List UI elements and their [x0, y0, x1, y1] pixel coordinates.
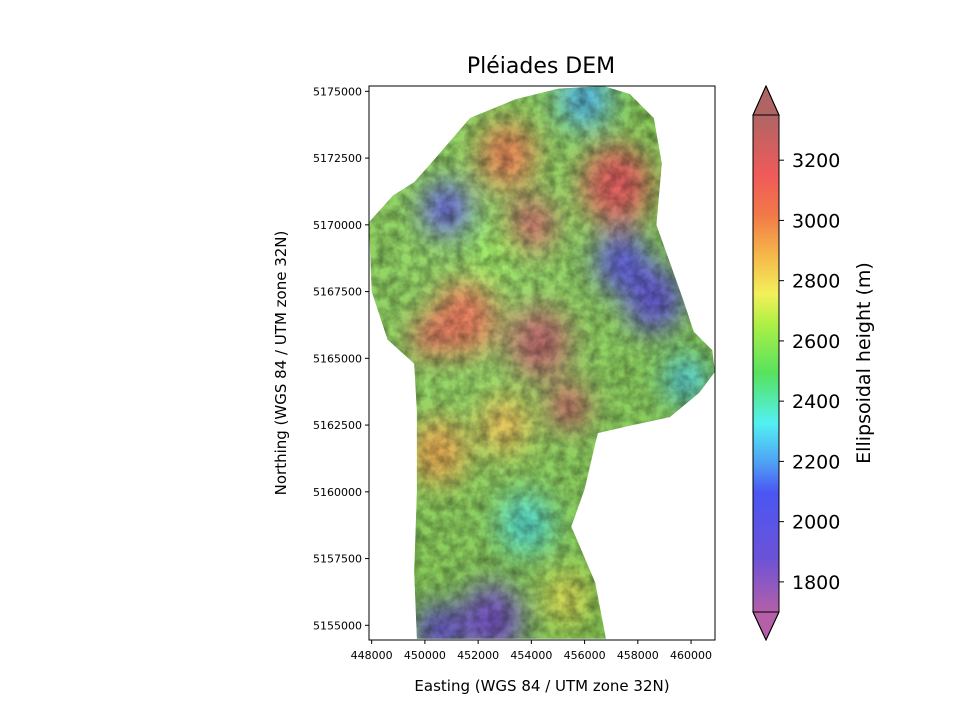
x-tick-label: 448000 — [351, 649, 393, 662]
colorbar-extend-bottom — [752, 611, 780, 642]
colorbar-label: Ellipsoidal height (m) — [853, 262, 875, 464]
colorbar: 1800 2000 2200 2400 2600 2800 3000 3200 Ellipso… — [752, 84, 875, 642]
x-tick-label: 454000 — [510, 649, 552, 662]
dem-raster — [369, 86, 715, 639]
colorbar-body — [753, 115, 779, 612]
colorbar-tick-label: 3000 — [792, 210, 840, 232]
y-tick-label: 5160000 — [313, 486, 362, 499]
colorbar-extend-top — [752, 84, 780, 116]
y-tick-label: 5165000 — [313, 352, 362, 365]
y-tick-label: 5167500 — [313, 286, 362, 299]
y-tick-label: 5172500 — [313, 152, 362, 165]
y-tick-label: 5155000 — [313, 619, 362, 632]
chart-title: Pléiades DEM — [467, 54, 615, 79]
x-tick-label: 460000 — [670, 649, 712, 662]
y-tick-label: 5170000 — [313, 219, 362, 232]
x-tick-label: 456000 — [564, 649, 606, 662]
x-tick-label: 458000 — [617, 649, 659, 662]
colorbar-ticks: 1800 2000 2200 2400 2600 2800 3000 3200 — [779, 150, 840, 594]
colorbar-tick-label: 2400 — [792, 391, 840, 413]
y-axis-ticks: 5155000 5157500 5160000 5162500 5165000 51675… — [313, 85, 369, 632]
y-tick-label: 5157500 — [313, 553, 362, 566]
y-axis-label: Northing (WGS 84 / UTM zone 32N) — [272, 231, 290, 496]
colorbar-tick-label: 2200 — [792, 451, 840, 473]
x-tick-label: 450000 — [404, 649, 446, 662]
colorbar-tick-label: 3200 — [792, 150, 840, 172]
x-axis-ticks: 448000 450000 452000 454000 456000 458000 4600… — [351, 640, 712, 662]
plot-area-frame — [368, 85, 716, 641]
y-tick-label: 5162500 — [313, 419, 362, 432]
x-tick-label: 452000 — [457, 649, 499, 662]
roughness-texture — [369, 86, 715, 639]
x-axis-label: Easting (WGS 84 / UTM zone 32N) — [414, 677, 669, 695]
colorbar-tick-label: 2600 — [792, 331, 840, 353]
colorbar-tick-label: 2000 — [792, 512, 840, 534]
y-tick-label: 5175000 — [313, 85, 362, 98]
colorbar-outline — [752, 85, 780, 642]
colorbar-tick-label: 2800 — [792, 271, 840, 293]
colorbar-tick-label: 1800 — [792, 572, 840, 594]
